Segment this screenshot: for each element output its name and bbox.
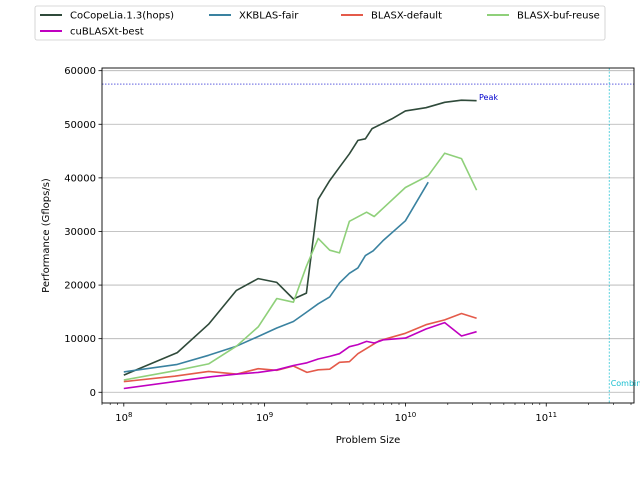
x-axis-ticks: 108 109 1010 1011 [101,403,632,424]
x-axis-label: Problem Size [336,435,401,446]
x-tick-label-2: 1010 [395,411,417,424]
legend-label-0: CoCopeLia.1.3(hops) [70,11,174,22]
series-line-0 [123,99,477,376]
plot-frame [101,67,635,404]
y-tick-label-5: 50000 [64,120,96,131]
legend: CoCopeLia.1.3(hops) XKBLAS-fair BLASX-defa… [34,5,606,41]
y-axis-label: Performance (Gflops/s) [41,178,52,293]
x-tick-label-0: 108 [115,411,132,424]
x-tick-label-3: 1011 [535,411,557,424]
series-line-3 [123,152,478,381]
legend-box [34,5,606,41]
y-tick-label-2: 20000 [64,281,96,292]
legend-label-3: BLASX-buf-reuse [517,11,600,22]
series-lines [123,99,478,390]
y-tick-label-6: 60000 [64,66,96,77]
y-tick-label-4: 40000 [64,173,96,184]
combined-label: Combined [611,379,640,388]
y-tick-label-0: 0 [90,388,96,399]
peak-label: Peak [479,93,498,102]
x-tick-label-1: 109 [256,411,273,424]
series-line-4 [123,321,477,390]
legend-label-4: cuBLASXt-best [70,27,144,38]
series-line-1 [123,181,429,373]
y-tick-label-1: 10000 [64,334,96,345]
y-axis-ticks: 0 10000 20000 30000 40000 50000 60000 [64,66,102,399]
legend-label-1: XKBLAS-fair [239,11,299,22]
annotation-labels: Peak Combined [479,93,640,388]
legend-label-2: BLASX-default [371,11,442,22]
y-tick-label-3: 30000 [64,227,96,238]
grid-lines [102,70,634,393]
